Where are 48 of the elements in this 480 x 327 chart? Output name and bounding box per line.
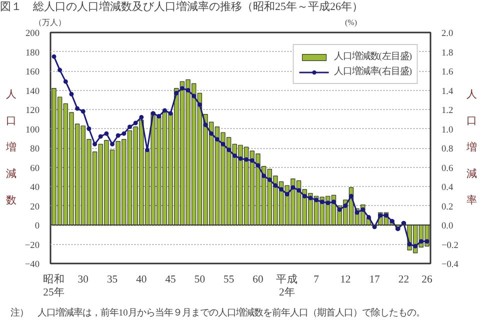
y2-tick-label: 1.2 [442, 106, 454, 116]
x-tick-label: 30 [78, 274, 88, 286]
chart-title: 図１ 総人口の人口増減数及び人口増減率の推移（昭和25年～平成26年） [0, 0, 363, 14]
text: 人口増減率 [466, 90, 478, 206]
y2-tick-label: 1.4 [442, 86, 454, 97]
y-tick-label: −20 [24, 240, 40, 251]
x-tick-label: 40 [136, 274, 147, 286]
y2-tick-label: 0.2 [442, 202, 454, 212]
y-tick-label: 140 [26, 86, 40, 97]
y2-tick-label: 0.6 [442, 164, 454, 174]
x-tick-label: 55 [224, 274, 234, 286]
x-tick-label: 昭和 25年 [42, 272, 65, 299]
y-tick-label: 180 [26, 48, 40, 58]
y-tick-label: 60 [30, 164, 40, 174]
x-tick-label: 7 [314, 274, 320, 286]
y-tick-label: 40 [30, 183, 40, 193]
y-tick-label: −40 [24, 260, 40, 270]
x-tick-label: 35 [106, 274, 118, 286]
legend-label: 人口増減数(左目盛) [334, 50, 412, 63]
y2-tick-label: −0.4 [442, 260, 459, 270]
x-tick-label: 12 [340, 274, 351, 286]
y2-tick-label: −0.2 [442, 240, 459, 251]
y2-tick-label: 2.0 [442, 29, 454, 39]
y-tick-label: 20 [30, 202, 40, 212]
x-tick-label: 26 [422, 274, 434, 286]
y2-tick-label: 1.8 [442, 48, 454, 58]
y-tick-label: 160 [26, 68, 40, 78]
text: 人口増減数 [6, 90, 17, 206]
text: 注） 人口増減率は，前年10月から当年９月までの人口増減数を前年人口（期首人口）で除したもの。 [10, 308, 425, 318]
y2-tick-label: 0.0 [442, 222, 454, 232]
y2-tick-label: 0.4 [442, 183, 454, 193]
legend-label: 人口増減率(右目盛) [334, 65, 412, 78]
x-tick-label: 45 [165, 274, 176, 286]
x-tick-label: 22 [398, 274, 410, 286]
text: （万人） [34, 18, 66, 28]
y-tick-label: 80 [30, 144, 40, 154]
y-tick-label: 0 [34, 222, 40, 232]
y-tick-label: 200 [26, 29, 40, 39]
text: (%) [345, 18, 357, 28]
x-tick-label: 60 [252, 274, 264, 286]
y2-tick-label: 0.8 [442, 144, 454, 154]
x-tick-label: 平成 2年 [276, 272, 298, 299]
x-tick-label: 17 [369, 274, 381, 286]
y2-tick-label: 1.6 [442, 68, 454, 78]
y-tick-label: 100 [26, 125, 40, 136]
y2-tick-label: 1.0 [442, 125, 454, 136]
x-tick-label: 50 [194, 274, 206, 286]
y-tick-label: 120 [26, 106, 40, 116]
